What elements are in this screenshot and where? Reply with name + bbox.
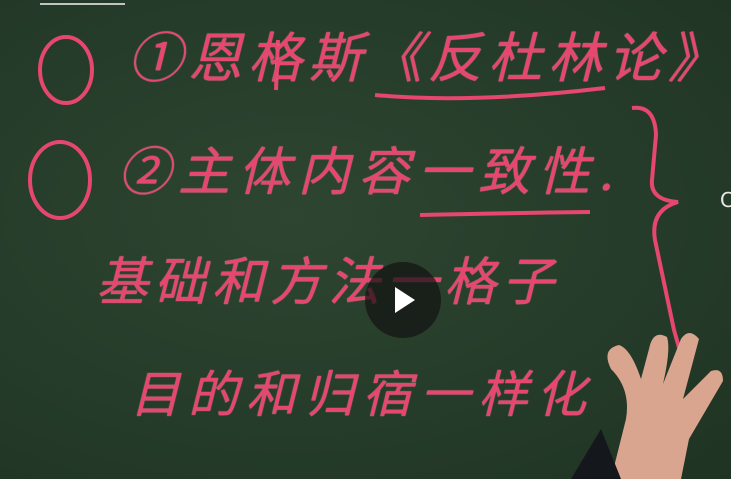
board-line-3: 基础和方法一格子 (96, 253, 561, 313)
underline-title (374, 86, 606, 101)
vertical-stroke (274, 39, 280, 91)
edge-character: C (720, 188, 731, 212)
board-line-1: ①恩格斯《反杜林论》. (128, 27, 731, 90)
board-line-2: ②主体内容一致性. (118, 143, 623, 203)
play-button[interactable] (365, 262, 441, 338)
circle-mark-2 (28, 140, 92, 220)
presenter-hand (571, 333, 723, 479)
board-line-4: 目的和归宿一样化 (130, 366, 594, 424)
play-icon (395, 287, 415, 313)
underline-consistency (419, 210, 591, 217)
circle-mark-1 (38, 35, 94, 105)
